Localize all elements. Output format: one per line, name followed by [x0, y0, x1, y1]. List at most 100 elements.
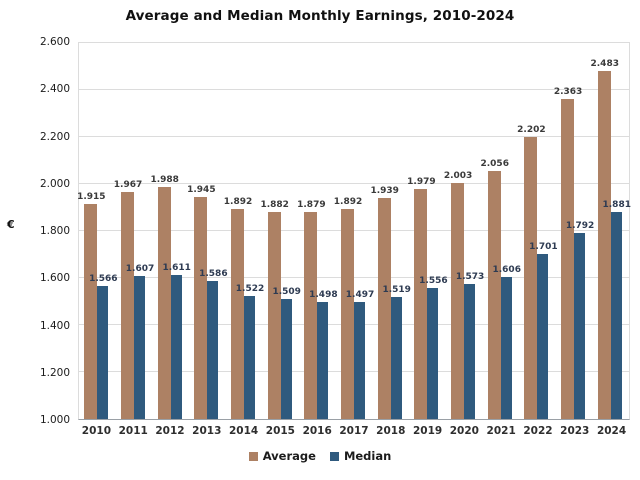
bar-median-2013 — [207, 281, 219, 419]
legend-average-label: Average — [262, 449, 316, 463]
gridline — [79, 136, 629, 137]
bar-median-2021 — [500, 276, 512, 419]
legend-item-average: Average — [248, 449, 316, 463]
y-tick-1.600: 1.600 — [39, 272, 70, 285]
bar-label-average-2013: 1.945 — [187, 184, 216, 195]
bar-label-average-2015: 1.882 — [260, 199, 289, 210]
bar-average-2018 — [377, 198, 391, 419]
bar-label-average-2020: 2.003 — [443, 171, 473, 182]
bar-group-2022: 2.202 1.701 — [517, 43, 558, 419]
x-tick-2022: 2022 — [523, 425, 553, 437]
plot-area: 1.915 1.566 1.967 1.607 1.988 1.611 1.945 1.586… — [77, 42, 631, 420]
bar-group-2013: 1.945 1.586 — [187, 43, 228, 419]
bar-label-median-2022: 1.701 — [529, 242, 558, 253]
bar-label-median-2023: 1.792 — [565, 220, 595, 231]
bar-average-2017 — [341, 209, 355, 419]
y-tick-2.000: 2.000 — [39, 177, 70, 190]
bar-median-2023 — [574, 232, 586, 419]
bar-label-average-2019: 1.979 — [407, 176, 436, 187]
bar-average-2020 — [451, 183, 465, 419]
bar-label-average-2010: 1.915 — [77, 191, 106, 202]
bar-average-2019 — [414, 188, 428, 419]
x-tick-2020: 2020 — [449, 425, 479, 437]
bar-group-2024: 2.483 1.881 — [590, 43, 631, 419]
x-tick-2010: 2010 — [81, 425, 112, 437]
bar-label-median-2021: 1.606 — [492, 264, 521, 275]
bar-group-2018: 1.939 1.519 — [370, 43, 411, 419]
bar-median-2019 — [427, 288, 439, 419]
bar-median-2016 — [317, 301, 329, 419]
bar-label-median-2010: 1.566 — [89, 274, 118, 284]
bar-group-2020: 2.003 1.573 — [443, 43, 484, 419]
bar-median-2014 — [244, 296, 256, 419]
bar-group-2019: 1.979 1.556 — [407, 43, 448, 419]
y-tick-1.800: 1.800 — [39, 225, 70, 237]
legend-item-median: Median — [329, 449, 391, 463]
x-tick-2014: 2014 — [228, 425, 259, 437]
bar-average-2010 — [84, 203, 98, 419]
x-tick-2015: 2015 — [265, 425, 295, 437]
bar-group-2016: 1.879 1.498 — [297, 43, 338, 419]
x-tick-2018: 2018 — [376, 425, 406, 437]
bar-average-2012 — [157, 186, 171, 419]
bar-average-2016 — [304, 212, 318, 419]
bar-label-median-2015: 1.509 — [272, 287, 301, 298]
bar-label-average-2018: 1.939 — [370, 186, 399, 197]
bar-median-2015 — [280, 299, 292, 419]
x-tick-2013: 2013 — [192, 425, 222, 437]
bar-label-median-2016: 1.498 — [309, 289, 338, 300]
x-tick-2017: 2017 — [339, 425, 369, 437]
bar-label-median-2017: 1.497 — [345, 290, 375, 301]
bar-average-2011 — [121, 191, 134, 419]
bar-label-median-2014: 1.522 — [235, 284, 265, 295]
bar-average-2024 — [597, 70, 611, 419]
bar-average-2015 — [267, 211, 281, 419]
median-swatch-icon — [329, 451, 339, 461]
bar-label-median-2024: 1.881 — [602, 199, 631, 210]
bar-groups: 1.915 1.566 1.967 1.607 1.988 1.611 1.945 1.586… — [77, 43, 631, 419]
legend: Average Median — [0, 449, 640, 463]
bar-median-2018 — [390, 297, 402, 419]
x-tick-2021: 2021 — [486, 425, 516, 437]
bar-average-2014 — [231, 209, 245, 419]
y-tick-2.400: 2.400 — [39, 83, 70, 96]
bar-median-2012 — [170, 275, 182, 419]
x-tick-2023: 2023 — [560, 425, 590, 437]
bar-group-2015: 1.882 1.509 — [260, 43, 301, 419]
x-tick-2019: 2019 — [412, 425, 443, 437]
bar-median-2017 — [354, 302, 366, 419]
bar-label-average-2022: 2.202 — [517, 124, 546, 135]
y-tick-2.600: 2.600 — [39, 36, 70, 48]
y-tick-1.400: 1.400 — [39, 319, 70, 332]
bar-group-2023: 2.363 1.792 — [553, 43, 595, 419]
bar-group-2010: 1.915 1.566 — [77, 43, 118, 419]
chart-title: Average and Median Monthly Earnings, 201… — [125, 8, 515, 24]
bar-label-average-2011: 1.967 — [113, 179, 143, 190]
bar-average-2021 — [487, 170, 501, 419]
bar-group-2021: 2.056 1.606 — [480, 43, 521, 419]
x-axis-tick-labels: 2010 2011 2012 2013 2014 2015 2016 2017 2018 2019… — [78, 425, 630, 437]
y-axis-tick-labels: 1.000 1.200 1.400 1.600 1.800 2.000 2.200 2.400… — [0, 36, 70, 426]
bar-label-average-2014: 1.892 — [223, 197, 253, 208]
y-tick-1.200: 1.200 — [39, 366, 70, 379]
bar-median-2024 — [610, 211, 622, 419]
bar-average-2023 — [561, 98, 575, 419]
average-swatch-icon — [248, 451, 258, 461]
bar-label-average-2017: 1.892 — [333, 197, 363, 208]
bar-label-median-2018: 1.519 — [382, 285, 411, 296]
x-tick-2016: 2016 — [302, 425, 332, 437]
bar-group-2014: 1.892 1.522 — [223, 43, 265, 419]
bar-label-average-2024: 2.483 — [590, 58, 619, 69]
bar-group-2012: 1.988 1.611 — [150, 43, 191, 419]
x-tick-2011: 2011 — [118, 425, 148, 437]
bar-label-median-2019: 1.556 — [419, 276, 448, 287]
bar-median-2022 — [537, 254, 549, 419]
gridline — [79, 89, 629, 90]
bar-median-2011 — [134, 276, 145, 419]
y-tick-1.000: 1.000 — [39, 414, 70, 426]
bar-label-average-2023: 2.363 — [553, 86, 583, 97]
bar-label-average-2021: 2.056 — [480, 158, 509, 169]
y-tick-2.200: 2.200 — [39, 130, 70, 143]
bar-label-median-2011: 1.607 — [125, 264, 155, 275]
